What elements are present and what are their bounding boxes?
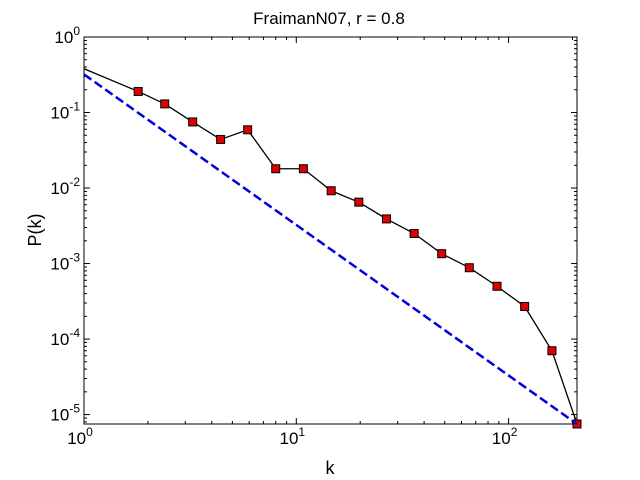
y-tick-base: 10	[50, 255, 69, 274]
series-0-point	[437, 249, 447, 259]
series-1-line	[83, 73, 578, 426]
y-tick-exponent: 0	[73, 24, 80, 38]
y-tick-exponent: -3	[69, 251, 80, 265]
y-tick-label: 10-5	[50, 402, 80, 425]
x-tick-label: 101	[279, 425, 305, 448]
y-tick-exponent: -4	[69, 326, 80, 340]
series-0-point	[243, 125, 253, 135]
series-0-point	[188, 117, 198, 127]
series-0-point	[271, 164, 281, 174]
y-tick-label: 100	[54, 24, 80, 47]
series-0-point	[354, 197, 364, 207]
chart-title: FraimanN07, r = 0.8	[253, 9, 405, 28]
x-tick-exponent: 2	[511, 425, 518, 439]
x-axis-label: k	[326, 458, 336, 478]
y-tick-label: 10-2	[50, 175, 80, 198]
x-tick-label: 100	[67, 425, 93, 448]
series-0-point	[326, 186, 336, 196]
y-tick-base: 10	[50, 179, 69, 198]
y-tick-base: 10	[50, 330, 69, 349]
plot-area	[83, 36, 578, 425]
series-0-line	[83, 68, 578, 425]
y-tick-base: 10	[54, 28, 73, 47]
series-0-point	[409, 228, 419, 238]
y-tick-label: 10-4	[50, 326, 80, 349]
series-0-point	[133, 86, 143, 96]
y-tick-label: 10-3	[50, 251, 80, 274]
y-tick-exponent: -2	[69, 175, 80, 189]
x-tick-base: 10	[67, 429, 86, 448]
series-0-point	[160, 99, 170, 109]
series-0-point	[381, 214, 391, 224]
series-0-point	[520, 301, 530, 311]
y-tick-label: 10-1	[50, 100, 80, 123]
y-tick-base: 10	[50, 104, 69, 123]
series-0-point	[298, 164, 308, 174]
series-layer	[83, 68, 582, 429]
series-0-point	[216, 134, 226, 144]
x-tick-base: 10	[492, 429, 511, 448]
series-0-point	[492, 281, 502, 291]
x-tick-base: 10	[279, 429, 298, 448]
series-0-point	[464, 263, 474, 273]
y-axis-label: P(k)	[25, 214, 45, 247]
y-tick-base: 10	[50, 406, 69, 425]
x-tick-label: 102	[492, 425, 518, 448]
y-tick-exponent: -5	[69, 402, 80, 416]
y-tick-exponent: -1	[69, 100, 80, 114]
x-tick-exponent: 1	[298, 425, 305, 439]
x-tick-exponent: 0	[86, 425, 93, 439]
series-0-point	[547, 346, 557, 356]
